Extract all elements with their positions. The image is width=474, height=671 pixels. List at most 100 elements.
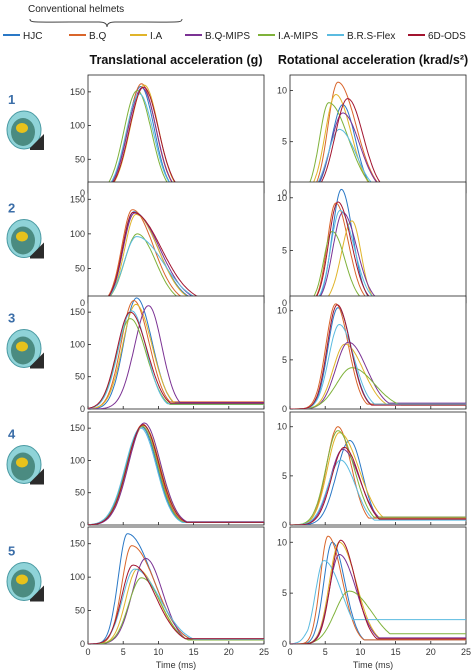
series-line-6d-ods [290,446,466,525]
y-tick-label: 10 [277,422,287,432]
legend-label: B.Q-MIPS [205,31,250,42]
x-tick-label: 25 [259,647,269,657]
x-tick-label: 5 [121,647,126,657]
y-tick-label: 0 [282,520,287,530]
series-line-b-q [290,535,466,644]
x-tick-label: 20 [426,647,436,657]
y-tick-label: 0 [80,520,85,530]
y-tick-label: 50 [75,606,85,616]
y-tick-label: 150 [70,539,85,549]
y-tick-label: 100 [70,455,85,465]
panel-frame [289,295,467,410]
row-label-1: 1 [8,92,15,107]
panel-translational-row-1: 0 50 100 150 [70,74,265,198]
y-tick-label: 0 [80,298,85,308]
panel-frame [87,411,265,526]
y-tick-label: 5 [282,355,287,365]
panel-frame [289,181,467,304]
series-line-6d-ods [88,311,264,409]
x-tick-label: 0 [85,647,90,657]
y-tick-label: 50 [75,154,85,164]
legend-label: I.A [150,31,163,42]
helmet-impact-icon-2 [6,219,44,259]
panel-frame [289,411,467,526]
series-line-6d-ods [88,564,264,644]
panel-translational-row-2: 0 50 100 150 [70,181,265,308]
y-tick-label: 10 [277,537,287,547]
x-tick-label: 10 [153,647,163,657]
series-line-i-a-mips [290,590,466,644]
panel-rotational-row-2: 0 5 10 [277,181,467,308]
y-tick-label: 100 [70,121,85,131]
y-tick-label: 0 [80,188,85,198]
series-line-6d-ods [88,424,264,525]
y-tick-label: 0 [282,188,287,198]
series-line-b-q-mips [88,422,264,525]
series-line-6d-ods [290,304,466,409]
panel-translational-row-3: 0 50 100 150 [70,295,265,414]
y-tick-label: 0 [282,404,287,414]
row-label-2: 2 [8,201,15,216]
y-tick-label: 50 [75,372,85,382]
series-group [290,303,466,409]
series-line-b-r-s-flex [290,560,466,644]
series-line-6d-ods [290,539,466,644]
y-tick-label: 150 [70,87,85,97]
legend: Conventional helmets HJC B.Q I.A B.Q-MIPS I.… [3,4,466,42]
series-group [290,426,466,525]
column-title-translational: Translational acceleration (g) [90,53,263,67]
helmet-impact-icon-1 [6,110,44,150]
legend-label: I.A-MIPS [278,31,318,42]
y-tick-label: 0 [282,639,287,649]
series-line-b-r-s-flex [290,459,466,525]
panel-rotational-row-4: 0 5 10 [277,411,467,530]
x-tick-label: 5 [323,647,328,657]
y-tick-label: 150 [70,194,85,204]
y-tick-label: 10 [277,85,287,95]
series-line-b-q [88,299,264,409]
y-tick-label: 10 [277,193,287,203]
x-tick-label: 15 [391,647,401,657]
y-tick-label: 0 [282,298,287,308]
series-line-b-r-s-flex [88,568,264,644]
panel-frame [87,295,265,410]
legend-brace [29,18,183,28]
series-line-b-r-s-flex [290,323,466,409]
y-tick-label: 50 [75,263,85,273]
row-labels: 1 2 3 4 5 [6,92,44,602]
legend-group-label: Conventional helmets [28,4,124,15]
y-tick-label: 0 [80,404,85,414]
x-axis-label-rotational: Time (ms) [353,660,393,670]
series-line-b-q-mips [88,305,264,409]
y-tick-label: 100 [70,572,85,582]
panel-translational-row-5: 0 50 100 150 0 5 10 15 20 25 [70,526,269,657]
y-tick-label: 50 [75,488,85,498]
x-tick-label: 25 [461,647,471,657]
row-label-5: 5 [8,544,15,559]
legend-label: HJC [23,31,42,42]
x-tick-label: 15 [189,647,199,657]
helmet-impact-icon-3 [6,329,44,369]
x-tick-label: 10 [355,647,365,657]
y-tick-label: 0 [80,639,85,649]
legend-label: B.Q [89,31,106,42]
column-title-rotational: Rotational acceleration (krad/s²) [278,53,468,67]
panel-translational-row-4: 0 50 100 150 [70,411,265,530]
panel-grid: 0501001500510050100150051005010015005100… [70,74,471,657]
y-tick-label: 5 [282,471,287,481]
y-tick-label: 150 [70,423,85,433]
series-group [88,533,264,644]
panel-rotational-row-3: 0 5 10 [277,295,467,414]
x-tick-label: 0 [287,647,292,657]
y-tick-label: 100 [70,229,85,239]
x-axis-label-translational: Time (ms) [156,660,196,670]
y-tick-label: 5 [282,588,287,598]
series-group [88,297,264,409]
series-line-i-a-mips [88,577,264,644]
row-label-4: 4 [8,427,16,442]
series-group [290,535,466,644]
panel-rotational-row-5: 0 5 10 0 5 10 15 20 25 [277,526,471,657]
y-tick-label: 150 [70,307,85,317]
y-tick-label: 5 [282,245,287,255]
